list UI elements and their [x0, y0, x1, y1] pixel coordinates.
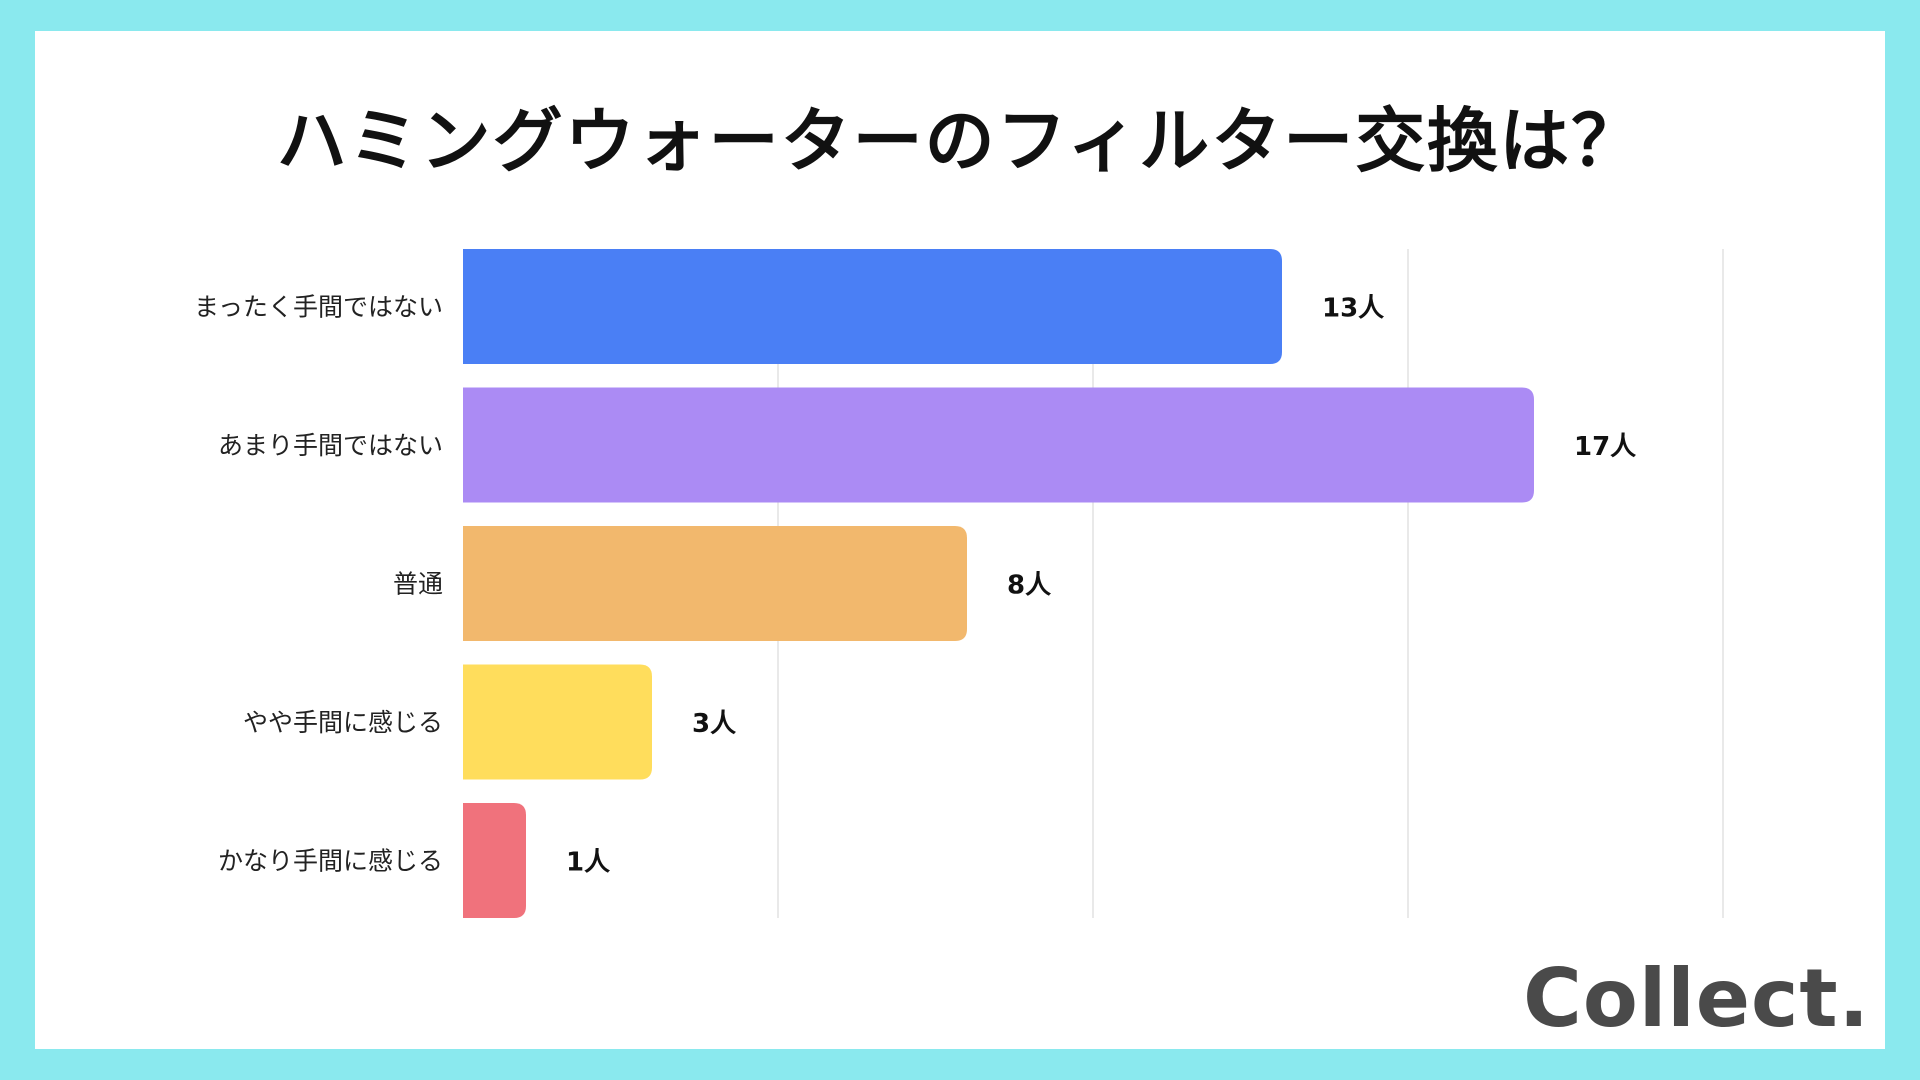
- value-label: 17人: [1574, 432, 1636, 462]
- value-label: 1人: [566, 848, 610, 878]
- category-label: あまり手間ではない: [218, 431, 443, 460]
- value-label: 3人: [692, 709, 736, 739]
- bar: [463, 664, 652, 780]
- collect-logo: Collect.: [1523, 952, 1870, 1045]
- chart-title: ハミングウォーターのフィルター交換は？: [276, 100, 1644, 182]
- bar: [463, 387, 1534, 503]
- category-label: やや手間に感じる: [243, 708, 443, 737]
- category-label: 普通: [393, 570, 443, 599]
- chart-card: ハミングウォーターのフィルター交換は？ まったく手間ではないあまり手間ではない普…: [35, 31, 1885, 1049]
- value-labels: 13人 17人 8人 3人 1人: [566, 294, 1636, 878]
- bar: [463, 526, 967, 641]
- value-label: 8人: [1007, 571, 1051, 601]
- bars: [463, 249, 1534, 918]
- bar: [463, 803, 526, 918]
- category-label: かなり手間に感じる: [218, 847, 443, 876]
- value-label: 13人: [1322, 294, 1384, 324]
- category-label: まったく手間ではない: [194, 293, 443, 322]
- bar: [463, 249, 1282, 364]
